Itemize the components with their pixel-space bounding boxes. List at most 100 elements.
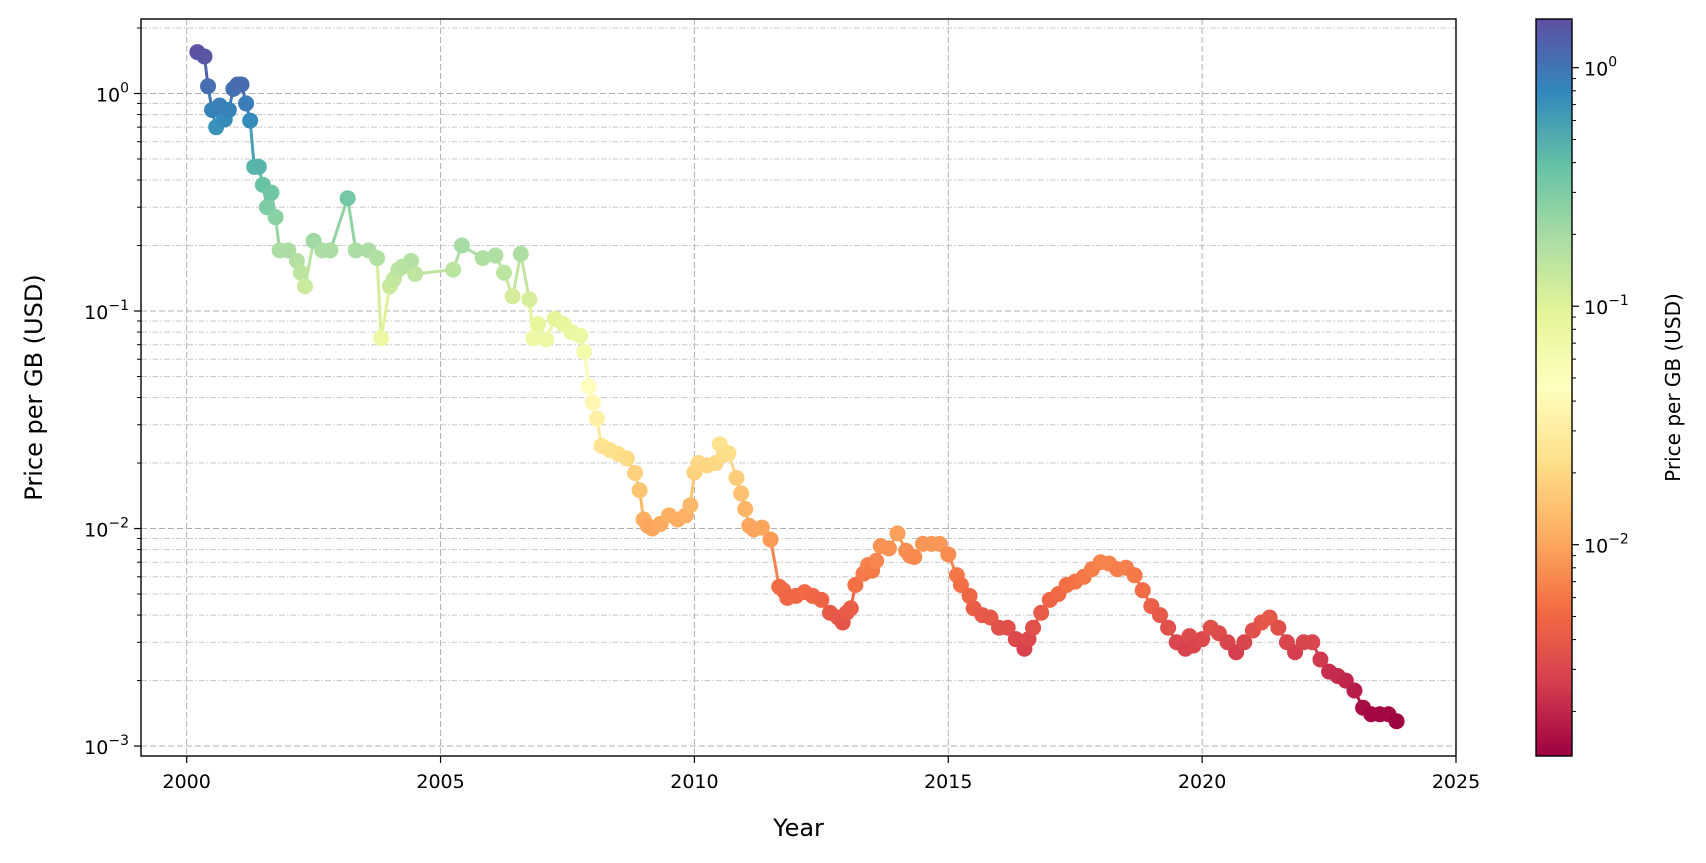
x-axis-ticks: 2000 2005 2010 2015 2020 2025	[163, 756, 1480, 793]
data-point	[296, 278, 313, 295]
data-point	[906, 548, 923, 565]
y-tick-exponent: 0	[120, 80, 129, 96]
data-point	[880, 540, 897, 557]
data-point	[339, 190, 356, 207]
y-tick-base: 10	[84, 737, 108, 759]
data-point	[242, 112, 259, 129]
data-point	[496, 264, 513, 281]
data-point	[1312, 651, 1329, 668]
data-point	[631, 482, 648, 499]
data-point	[940, 546, 957, 563]
data-point	[961, 587, 978, 604]
data-point	[521, 291, 538, 308]
data-point	[580, 378, 597, 395]
data-point	[889, 525, 906, 542]
data-point	[842, 600, 859, 617]
data-point	[733, 485, 750, 502]
data-point	[627, 464, 644, 481]
data-point	[403, 252, 420, 269]
y-tick-exponent: −3	[108, 733, 129, 749]
data-point	[525, 330, 542, 347]
data-point	[487, 247, 504, 264]
data-point	[238, 95, 255, 112]
data-point	[1151, 607, 1168, 624]
data-point	[233, 76, 250, 93]
data-point	[220, 101, 237, 118]
grid	[141, 19, 1456, 756]
colorbar-tick-base: 10	[1584, 59, 1608, 81]
colorbar-tick-exponent: −2	[1608, 532, 1629, 548]
data-point	[682, 497, 699, 514]
plot-frame	[140, 18, 1457, 757]
colorbar-label: Price per GB (USD)	[1661, 293, 1685, 482]
x-axis-label: Year	[772, 814, 824, 842]
y-tick-base: 10	[84, 520, 108, 542]
data-line-layer	[195, 50, 1399, 723]
data-point	[196, 48, 213, 65]
data-point	[762, 531, 779, 548]
data-point	[369, 250, 386, 267]
colorbar-tick-exponent: −1	[1608, 293, 1629, 309]
data-point	[584, 394, 601, 411]
y-tick-base: 10	[84, 302, 108, 324]
data-point	[250, 158, 267, 175]
data-line-segment	[379, 284, 392, 340]
data-point	[728, 469, 745, 486]
data-point	[1126, 567, 1143, 584]
data-point	[868, 552, 885, 569]
data-point	[572, 327, 589, 344]
data-point	[474, 250, 491, 267]
data-point	[1346, 682, 1363, 699]
colorbar-tick-base: 10	[1584, 297, 1608, 319]
colorbar-tick-label: 10−1	[1584, 293, 1629, 319]
y-tick-exponent: −1	[108, 298, 129, 314]
data-point	[1270, 619, 1287, 636]
data-line-segment	[346, 196, 358, 252]
data-point	[1194, 631, 1211, 648]
data-point	[504, 288, 521, 305]
colorbar-tick-label: 100	[1584, 55, 1617, 81]
y-tick-base: 10	[96, 84, 120, 106]
y-tick-exponent: −2	[108, 516, 129, 532]
data-point	[576, 343, 593, 360]
y-tick-label: 10−2	[84, 516, 129, 542]
data-point	[292, 264, 309, 281]
data-point	[407, 265, 424, 282]
data-point	[618, 450, 635, 467]
data-point	[999, 619, 1016, 636]
x-tick-label: 2025	[1432, 771, 1480, 793]
y-tick-label: 100	[96, 80, 129, 106]
y-axis-label: Price per GB (USD)	[20, 274, 48, 500]
data-point	[737, 500, 754, 517]
data-point	[453, 237, 470, 254]
data-point	[931, 535, 948, 552]
data-point	[512, 245, 529, 262]
x-tick-label: 2020	[1178, 771, 1226, 793]
data-point	[847, 577, 864, 594]
data-point	[753, 519, 770, 536]
data-point	[263, 184, 280, 201]
data-point	[347, 242, 364, 259]
colorbar-tick-exponent: 0	[1608, 55, 1617, 71]
y-tick-label: 10−3	[84, 733, 129, 759]
x-tick-label: 2000	[163, 771, 211, 793]
data-point	[445, 261, 462, 278]
data-point	[720, 445, 737, 462]
data-point	[200, 78, 217, 95]
data-point	[267, 209, 284, 226]
colorbar-tick-label: 10−2	[1584, 532, 1629, 558]
data-point	[1160, 619, 1177, 636]
data-point	[373, 330, 390, 347]
data-point	[530, 316, 547, 333]
data-point	[813, 591, 830, 608]
x-tick-label: 2015	[924, 771, 972, 793]
data-point	[1236, 634, 1253, 651]
data-point-layer	[189, 44, 1405, 730]
data-point	[1134, 582, 1151, 599]
x-tick-label: 2005	[416, 771, 464, 793]
data-line-segment	[375, 256, 383, 340]
